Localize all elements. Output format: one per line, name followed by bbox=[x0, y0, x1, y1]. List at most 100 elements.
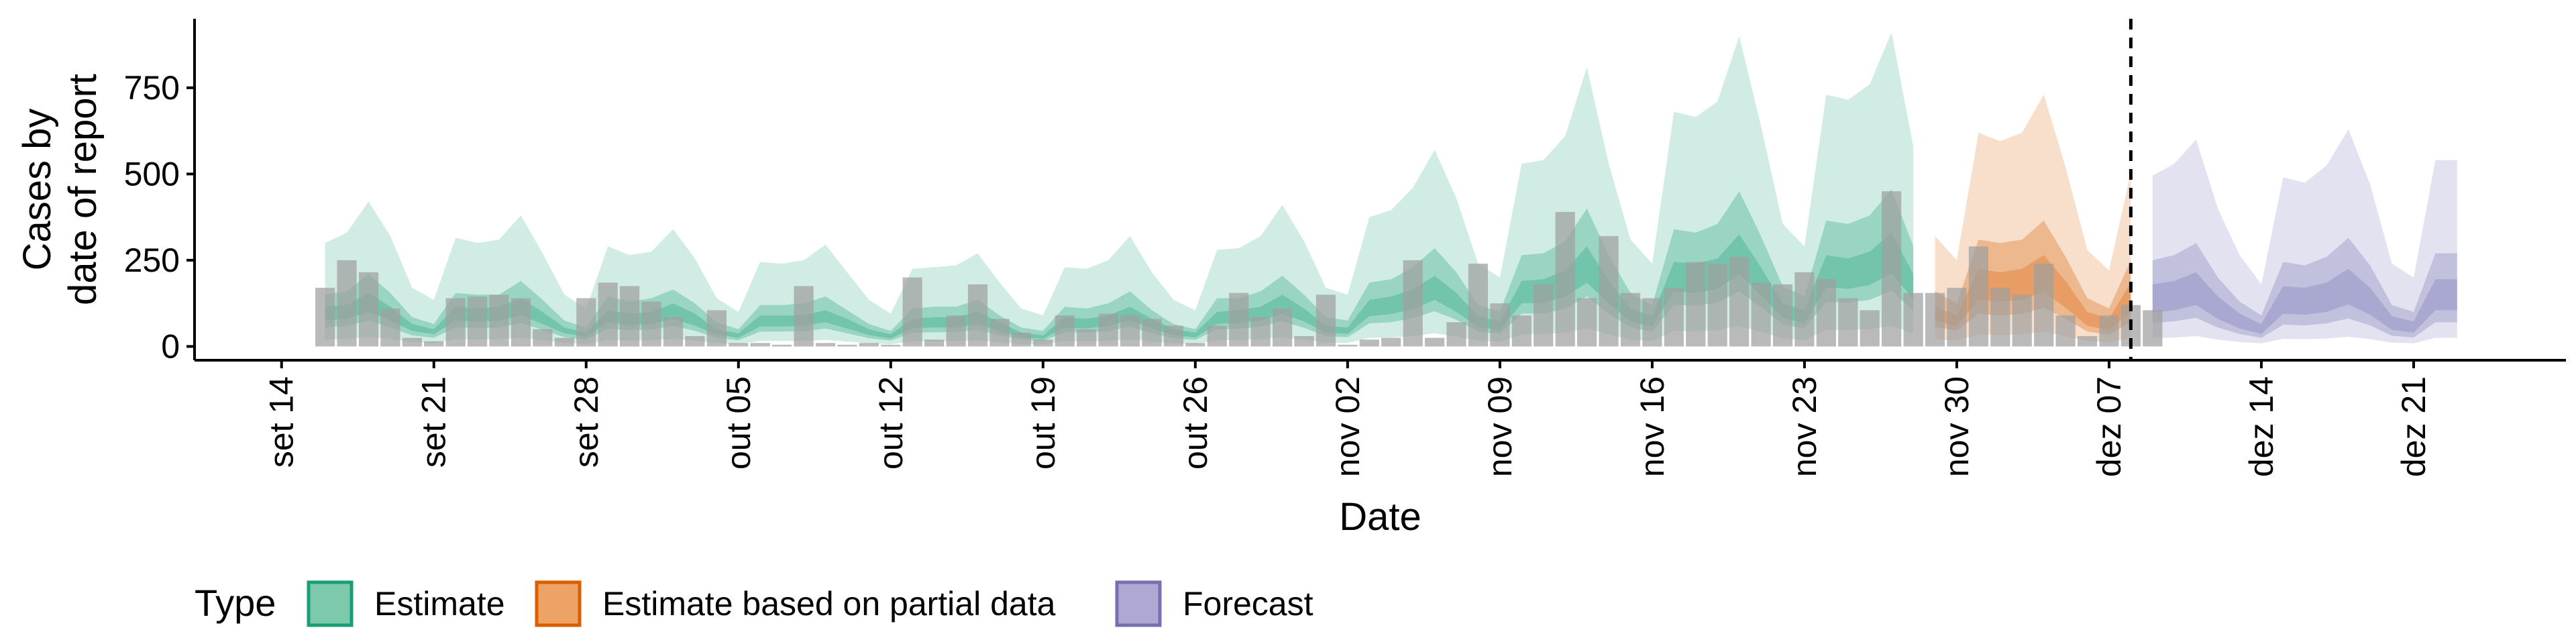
observed-bar bbox=[620, 286, 640, 347]
y-axis-title-line-1: Cases by bbox=[15, 109, 59, 271]
x-tick-label: dez 14 bbox=[2243, 376, 2280, 477]
legend-label: Forecast bbox=[1183, 585, 1313, 623]
y-tick-label: 0 bbox=[161, 327, 180, 365]
observed-bar bbox=[1968, 246, 1988, 347]
observed-bar bbox=[1294, 336, 1314, 347]
observed-bar bbox=[1338, 344, 1358, 347]
x-tick-label: nov 02 bbox=[1329, 376, 1366, 477]
observed-bar bbox=[685, 336, 705, 347]
observed-bar bbox=[1860, 310, 1880, 347]
observed-bar bbox=[315, 288, 335, 347]
observed-bar bbox=[2099, 315, 2119, 347]
observed-bar bbox=[1490, 303, 1510, 347]
x-axis-ticks: set 14 set 21 set 28 out 05 out 12 out 19 out … bbox=[263, 360, 2432, 477]
observed-bar bbox=[598, 282, 618, 347]
bar-layer bbox=[315, 191, 2163, 347]
observed-bar bbox=[794, 286, 814, 347]
observed-bar bbox=[2034, 264, 2054, 347]
observed-bar bbox=[1772, 284, 1793, 347]
observed-bar bbox=[1707, 264, 1727, 347]
legend-label: Estimate bbox=[374, 585, 505, 623]
observed-bar bbox=[946, 315, 966, 347]
x-tick-label: out 19 bbox=[1024, 376, 1062, 470]
observed-bar bbox=[663, 317, 684, 347]
observed-bar bbox=[750, 343, 770, 347]
observed-bar bbox=[1838, 298, 1858, 347]
observed-bar bbox=[989, 319, 1010, 347]
observed-bar bbox=[1185, 343, 1205, 347]
band-layer bbox=[325, 32, 2457, 345]
observed-bar bbox=[1664, 288, 1684, 347]
observed-bar bbox=[1098, 313, 1118, 347]
ci-band-50-forecast bbox=[2152, 237, 2457, 338]
ci-band-50-estimate bbox=[325, 189, 1914, 341]
observed-bar bbox=[1011, 332, 1031, 347]
x-tick-label: dez 07 bbox=[2090, 376, 2128, 477]
x-tick-label: dez 21 bbox=[2395, 376, 2432, 477]
x-tick-label: out 05 bbox=[720, 376, 757, 470]
observed-bar bbox=[1577, 298, 1597, 347]
legend-swatch bbox=[307, 580, 354, 627]
observed-bar bbox=[1816, 279, 1836, 347]
x-tick-label: set 14 bbox=[263, 376, 301, 468]
legend-label: Estimate based on partial data bbox=[602, 585, 1056, 623]
observed-bar bbox=[1316, 294, 1336, 347]
observed-bar bbox=[881, 344, 901, 347]
y-tick-label: 500 bbox=[124, 155, 180, 193]
observed-bar bbox=[1882, 191, 1902, 347]
legend: Type Estimate Estimate based on partial d… bbox=[195, 580, 1313, 627]
observed-bar bbox=[1729, 256, 1750, 347]
observed-bar bbox=[1273, 308, 1293, 347]
observed-bar bbox=[967, 284, 988, 347]
observed-bar bbox=[424, 341, 444, 347]
observed-bar bbox=[772, 344, 792, 347]
legend-title: Type bbox=[195, 582, 276, 624]
y-axis-title-line-2: date of report bbox=[61, 74, 105, 305]
x-tick-label: out 12 bbox=[872, 376, 910, 470]
observed-bar bbox=[1055, 315, 1075, 347]
observed-bar bbox=[924, 339, 945, 347]
x-tick-label: out 26 bbox=[1177, 376, 1214, 470]
observed-bar bbox=[533, 329, 553, 347]
observed-bar bbox=[1425, 337, 1445, 347]
observed-bar bbox=[1250, 317, 1271, 347]
observed-bar bbox=[1534, 284, 1554, 347]
observed-bar bbox=[1511, 315, 1532, 347]
observed-bar bbox=[1229, 292, 1249, 347]
observed-bar bbox=[2055, 315, 2076, 347]
observed-bar bbox=[902, 277, 922, 347]
ci-band-20-estimate bbox=[325, 232, 1914, 339]
observed-bar bbox=[1990, 288, 2010, 347]
observed-bar bbox=[1686, 262, 1706, 347]
observed-bar bbox=[554, 337, 574, 347]
observed-bar bbox=[837, 344, 857, 347]
observed-bar bbox=[2077, 336, 2098, 347]
observed-bar bbox=[1120, 315, 1140, 347]
observed-bar bbox=[1381, 337, 1401, 347]
observed-bar bbox=[1925, 292, 1945, 347]
observed-bar bbox=[358, 272, 379, 347]
x-tick-label: set 28 bbox=[568, 376, 605, 468]
observed-bar bbox=[1947, 288, 1967, 347]
observed-bar bbox=[729, 343, 749, 347]
observed-bar bbox=[1446, 322, 1466, 347]
x-axis-title: Date bbox=[1339, 495, 1421, 539]
observed-bar bbox=[2012, 294, 2032, 347]
legend-swatch bbox=[535, 580, 582, 627]
observed-bar bbox=[337, 260, 357, 347]
x-tick-label: nov 16 bbox=[1633, 376, 1671, 477]
observed-bar bbox=[1468, 264, 1488, 347]
x-tick-label: set 21 bbox=[415, 376, 453, 468]
observed-bar bbox=[1207, 325, 1227, 347]
observed-bar bbox=[489, 294, 509, 347]
x-tick-label: nov 23 bbox=[1786, 376, 1823, 477]
observed-bar bbox=[1751, 282, 1771, 347]
legend-swatch bbox=[1115, 580, 1162, 627]
observed-bar bbox=[402, 337, 422, 347]
x-tick-label: nov 09 bbox=[1481, 376, 1519, 477]
observed-bar bbox=[1642, 298, 1662, 347]
y-tick-label: 250 bbox=[124, 241, 180, 279]
observed-bar bbox=[859, 343, 879, 347]
observed-bar bbox=[1620, 292, 1641, 347]
